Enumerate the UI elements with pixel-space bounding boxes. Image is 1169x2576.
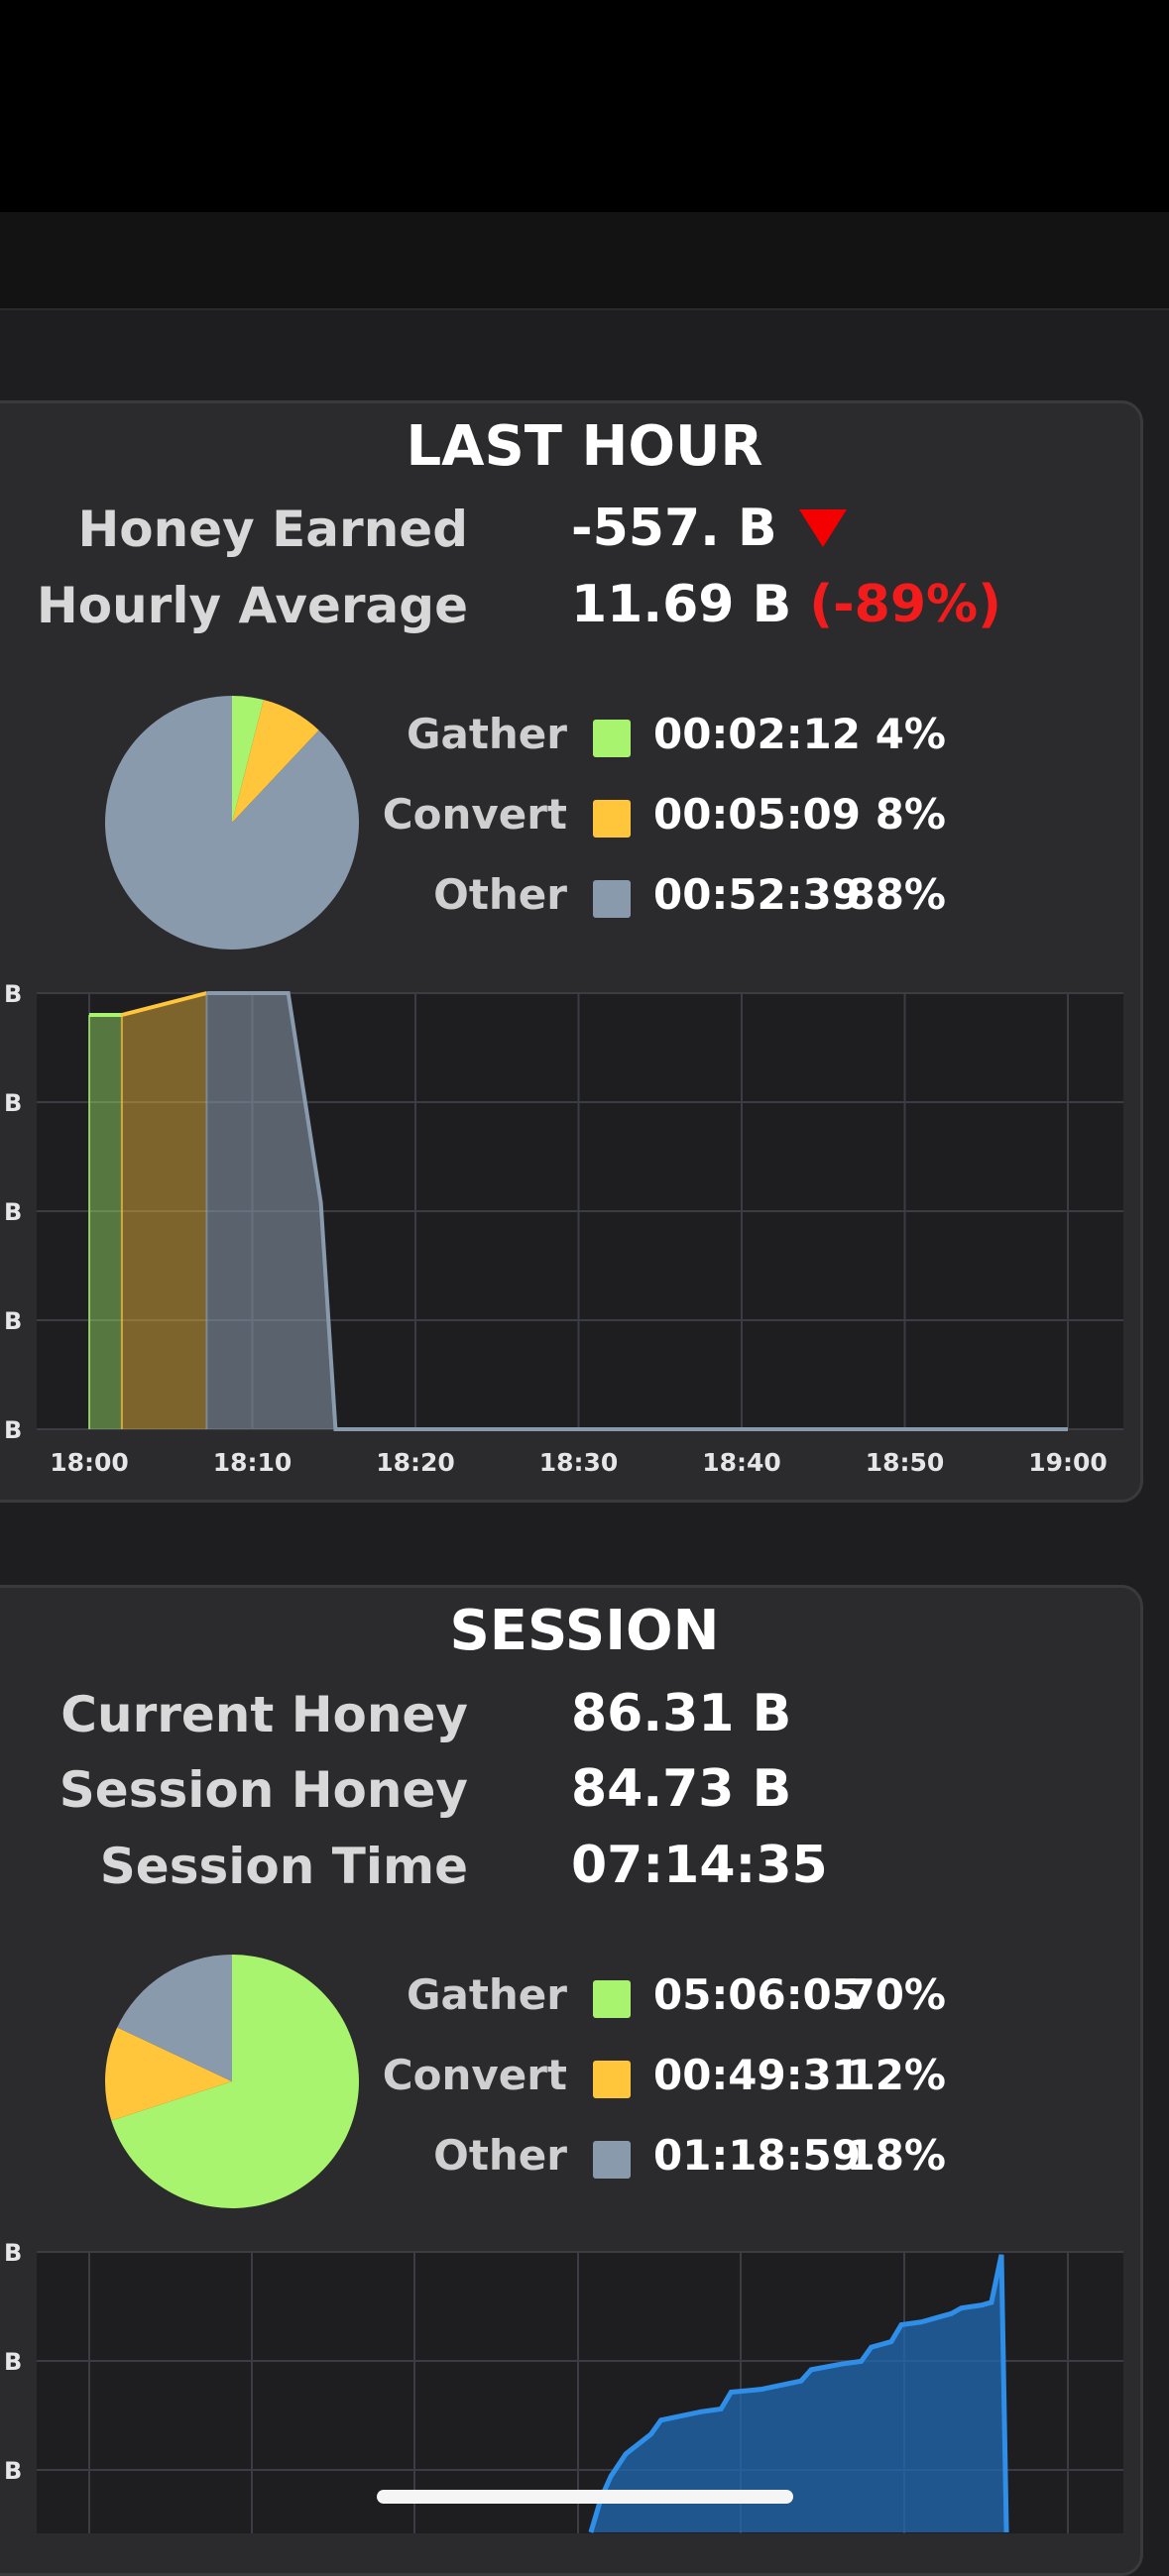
area-fill-1	[121, 993, 207, 1429]
x-tick-label: 18:10	[213, 1448, 292, 1477]
y-tick-label: B	[4, 1089, 22, 1117]
current-honey-label: Current Honey	[60, 1686, 468, 1743]
area-fill-2	[206, 993, 1068, 1429]
current-honey-value: 86.31 B	[571, 1684, 792, 1743]
hourly-average-value: 11.69 B (-89%)	[571, 575, 1001, 634]
x-tick-label: 18:00	[50, 1448, 129, 1477]
legend-percent: 88%	[846, 870, 946, 919]
last-hour-legend-row-convert: Convert 00:05:09 8%	[0, 790, 1169, 849]
last-hour-legend-row-gather: Gather 00:02:12 4%	[0, 710, 1169, 769]
honey-earned-value: -557. B	[571, 499, 847, 558]
legend-time: 00:05:09	[653, 790, 861, 839]
session-legend-row-other: Other 01:18:59 18%	[0, 2131, 1169, 2190]
hourly-average-change: (-89%)	[809, 575, 1001, 634]
legend-label: Other	[433, 2131, 567, 2180]
legend-time: 00:02:12	[653, 710, 861, 758]
legend-label: Convert	[382, 790, 567, 839]
last-hour-title: LAST HOUR	[406, 414, 763, 479]
legend-swatch	[593, 1980, 631, 2018]
session-honey-value: 84.73 B	[571, 1759, 792, 1819]
legend-percent: 18%	[846, 2131, 946, 2180]
pie-slice-other	[117, 1955, 232, 2081]
legend-swatch	[593, 720, 631, 757]
legend-label: Other	[433, 870, 567, 919]
session-area-chart: B B B	[4, 2240, 1123, 2533]
legend-time: 00:52:39	[653, 870, 861, 919]
legend-time: 01:18:59	[653, 2131, 861, 2180]
legend-label: Gather	[407, 1970, 567, 2019]
session-time-label: Session Time	[99, 1838, 468, 1895]
hourly-average-label: Hourly Average	[36, 577, 468, 634]
honey-earned-label: Honey Earned	[77, 501, 468, 558]
y-tick-label: B	[4, 2240, 22, 2267]
area-fill-0	[89, 1015, 122, 1429]
legend-percent: 8%	[875, 790, 946, 839]
pie-slice-gather	[111, 1955, 359, 2208]
series-line-1	[121, 991, 207, 1017]
session-legend-row-gather: Gather 05:06:05 70%	[0, 1970, 1169, 2030]
home-indicator[interactable]	[377, 2490, 793, 2504]
y-tick-label: B	[4, 1416, 22, 1444]
top-toolbar	[0, 212, 1169, 310]
legend-swatch	[593, 2061, 631, 2098]
session-honey-label: Session Honey	[58, 1761, 468, 1819]
last-hour-legend-row-other: Other 00:52:39 88%	[0, 870, 1169, 930]
series-line-2	[206, 991, 1068, 1431]
x-tick-label: 18:30	[539, 1448, 619, 1477]
y-tick-label: B	[4, 2457, 22, 2485]
x-tick-label: 18:50	[866, 1448, 945, 1477]
x-tick-label: 18:40	[702, 1448, 781, 1477]
legend-swatch	[593, 2141, 631, 2179]
session-pie-chart	[105, 1955, 359, 2208]
legend-swatch	[593, 880, 631, 918]
session-time-value: 07:14:35	[571, 1836, 828, 1895]
legend-percent: 12%	[846, 2051, 946, 2099]
trend-down-icon	[798, 509, 847, 547]
y-tick-label: B	[4, 1198, 22, 1226]
legend-time: 00:49:31	[653, 2051, 861, 2099]
legend-time: 05:06:05	[653, 1970, 861, 2019]
last-hour-area-chart: 18:00 18:10 18:20 18:30 18:40 18:50 19:00 B B B B B	[4, 981, 1123, 1477]
session-area-fill	[590, 2254, 1007, 2532]
legend-percent: 4%	[875, 710, 946, 758]
legend-label: Convert	[382, 2051, 567, 2099]
y-tick-label: B	[4, 981, 22, 1008]
legend-percent: 70%	[846, 1970, 946, 2019]
x-tick-label: 18:20	[376, 1448, 455, 1477]
pie-slice-convert	[105, 2027, 232, 2121]
pie-slice-convert	[232, 700, 319, 823]
session-legend-row-convert: Convert 00:49:31 12%	[0, 2051, 1169, 2110]
session-series-line	[588, 2254, 1009, 2533]
session-title: SESSION	[449, 1599, 720, 1663]
legend-label: Gather	[407, 710, 567, 758]
pie-slice-gather	[232, 696, 264, 823]
pie-slice-other	[104, 696, 360, 950]
x-tick-label: 19:00	[1028, 1448, 1108, 1477]
legend-swatch	[593, 800, 631, 838]
status-bar	[0, 0, 1169, 212]
last-hour-pie-chart	[104, 696, 360, 950]
y-tick-label: B	[4, 2348, 22, 2376]
y-tick-label: B	[4, 1307, 22, 1335]
